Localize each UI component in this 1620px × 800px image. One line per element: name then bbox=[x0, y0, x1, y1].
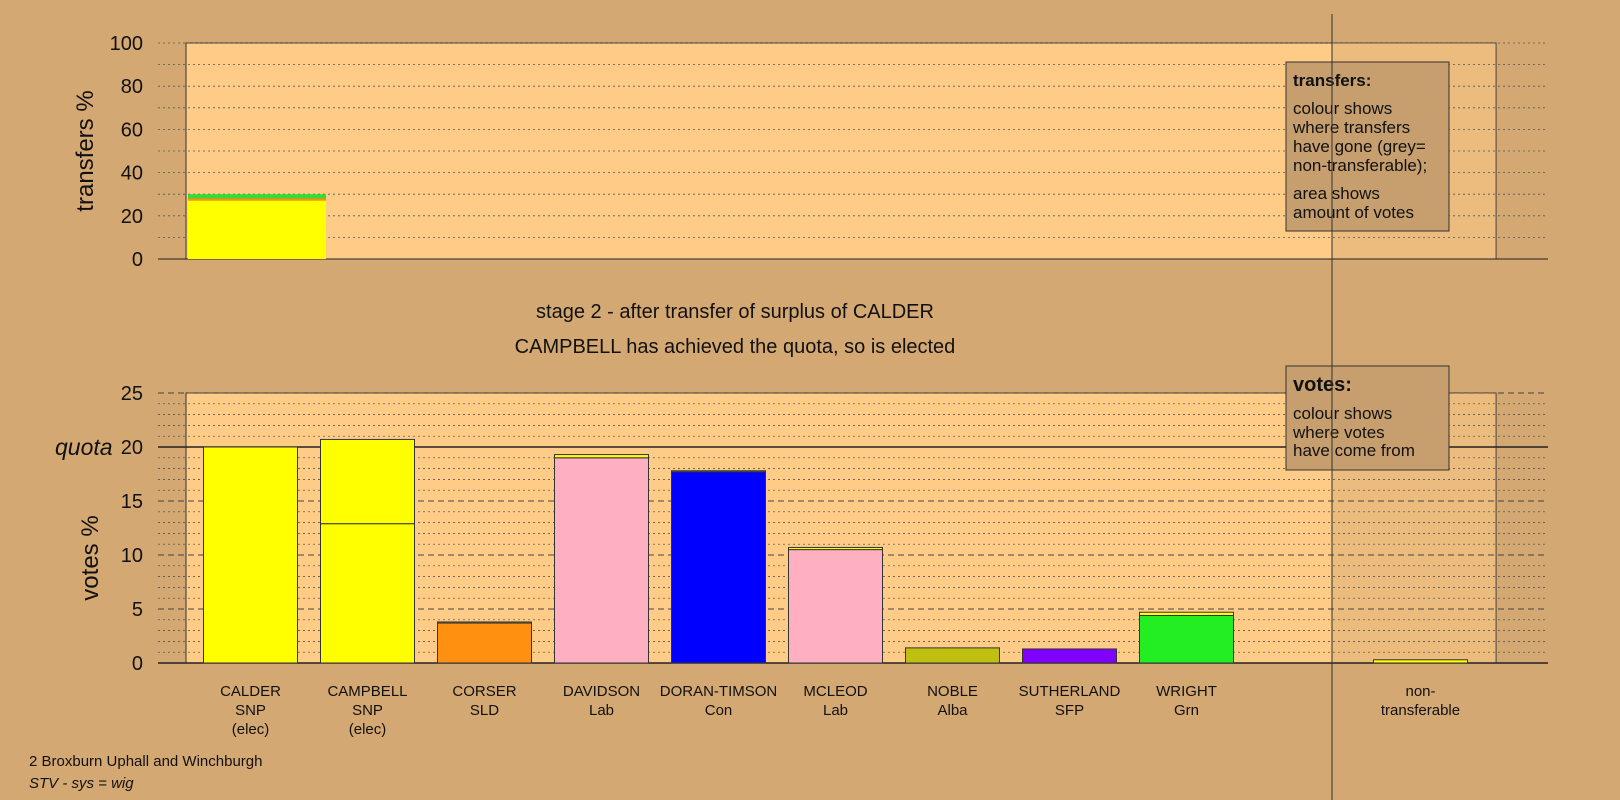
vote-bar-segment bbox=[788, 549, 883, 664]
candidate-label: SLD bbox=[470, 702, 499, 719]
candidate-label: Con bbox=[705, 702, 733, 719]
stage-title: stage 2 - after transfer of surplus of C… bbox=[536, 301, 934, 323]
votes-tick-label: 5 bbox=[132, 599, 143, 621]
transfer-bar-segment bbox=[188, 194, 326, 199]
candidate-label: Lab bbox=[823, 702, 848, 719]
candidate-label: SFP bbox=[1055, 702, 1084, 719]
vote-bar-segment bbox=[905, 647, 1000, 664]
candidate-label: CAMPBELL bbox=[327, 683, 407, 700]
candidate-label: SNP bbox=[235, 702, 266, 719]
candidate-label: non- bbox=[1405, 683, 1435, 700]
candidate-label: WRIGHT bbox=[1156, 683, 1217, 700]
transfers-tick-label: 40 bbox=[121, 163, 143, 185]
candidate-label: SNP bbox=[352, 702, 383, 719]
candidate-label: (elec) bbox=[232, 721, 270, 738]
votes-tick-label: 0 bbox=[132, 653, 143, 675]
transfers-legend-line: non-transferable); bbox=[1293, 156, 1427, 175]
transfer-bar-segment bbox=[188, 200, 326, 259]
transfers-legend-line: area shows bbox=[1293, 184, 1380, 203]
vote-bar-segment bbox=[320, 523, 415, 664]
votes-legend-line: have come from bbox=[1293, 441, 1415, 460]
stage-subtitle: CAMPBELL has achieved the quota, so is e… bbox=[515, 336, 956, 358]
transfers-tick-label: 20 bbox=[121, 206, 143, 228]
vote-bar-segment bbox=[1139, 611, 1234, 616]
candidate-label: NOBLE bbox=[927, 683, 978, 700]
candidate-label: Alba bbox=[937, 702, 968, 719]
vote-bar-segment bbox=[203, 446, 298, 664]
votes-axis-label: votes % bbox=[77, 515, 104, 600]
votes-legend-line: colour shows bbox=[1293, 404, 1392, 423]
transfers-axis-label: transfers % bbox=[72, 90, 99, 211]
vote-bar-segment bbox=[671, 470, 766, 473]
transfers-tick-label: 100 bbox=[110, 33, 143, 55]
votes-tick-label: 10 bbox=[121, 545, 143, 567]
votes-legend-box bbox=[1285, 365, 1450, 471]
votes-tick-label: 15 bbox=[121, 491, 143, 513]
candidate-label: DAVIDSON bbox=[563, 683, 640, 700]
transfer-bar-segment bbox=[188, 198, 326, 201]
vote-bar-segment bbox=[320, 438, 415, 525]
votes-legend-title: votes: bbox=[1293, 374, 1352, 396]
candidate-label: CALDER bbox=[220, 683, 281, 700]
quota-label: quota bbox=[55, 434, 113, 460]
transfers-legend-box bbox=[1285, 61, 1450, 232]
candidate-label: CORSER bbox=[452, 683, 516, 700]
vote-bar-segment bbox=[1139, 614, 1234, 664]
vote-bar-segment bbox=[437, 622, 532, 664]
candidate-label: Lab bbox=[589, 702, 614, 719]
candidate-label: (elec) bbox=[349, 721, 387, 738]
transfers-tick-label: 80 bbox=[121, 76, 143, 98]
transfers-legend-line: where transfers bbox=[1292, 118, 1410, 137]
vote-bar-segment bbox=[437, 621, 532, 624]
votes-tick-label: 20 bbox=[121, 437, 143, 459]
transfers-tick-label: 0 bbox=[132, 249, 143, 271]
vote-bar-segment bbox=[1022, 648, 1117, 664]
transfers-tick-label: 60 bbox=[121, 119, 143, 141]
candidate-label: MCLEOD bbox=[803, 683, 867, 700]
candidate-label: DORAN-TIMSON bbox=[660, 683, 778, 700]
transfers-legend-line: colour shows bbox=[1293, 99, 1392, 118]
footer-ward: 2 Broxburn Uphall and Winchburgh bbox=[29, 753, 262, 770]
footer-system: STV - sys = wig bbox=[29, 775, 134, 792]
votes-panel: 0 5 10 15 20 25 quota votes % CALDER SNP (elec) CAM… bbox=[55, 365, 1548, 738]
vote-bar-segment bbox=[671, 471, 766, 664]
vote-bar-segment bbox=[554, 454, 649, 459]
vote-bar-segment bbox=[788, 546, 883, 551]
votes-tick-label: 25 bbox=[121, 383, 143, 405]
candidate-label: transferable bbox=[1381, 702, 1460, 719]
candidate-label: SUTHERLAND bbox=[1019, 683, 1121, 700]
transfers-legend-line: amount of votes bbox=[1293, 203, 1414, 222]
vote-bar-segment bbox=[554, 457, 649, 664]
transfers-legend-line: have gone (grey= bbox=[1293, 137, 1426, 156]
transfers-panel: 0 20 40 60 80 100 transfers % transfers:colour … bbox=[72, 33, 1548, 271]
candidate-label: Grn bbox=[1174, 702, 1199, 719]
vote-bar-segment bbox=[1373, 659, 1468, 664]
votes-legend-line: where votes bbox=[1292, 423, 1385, 442]
